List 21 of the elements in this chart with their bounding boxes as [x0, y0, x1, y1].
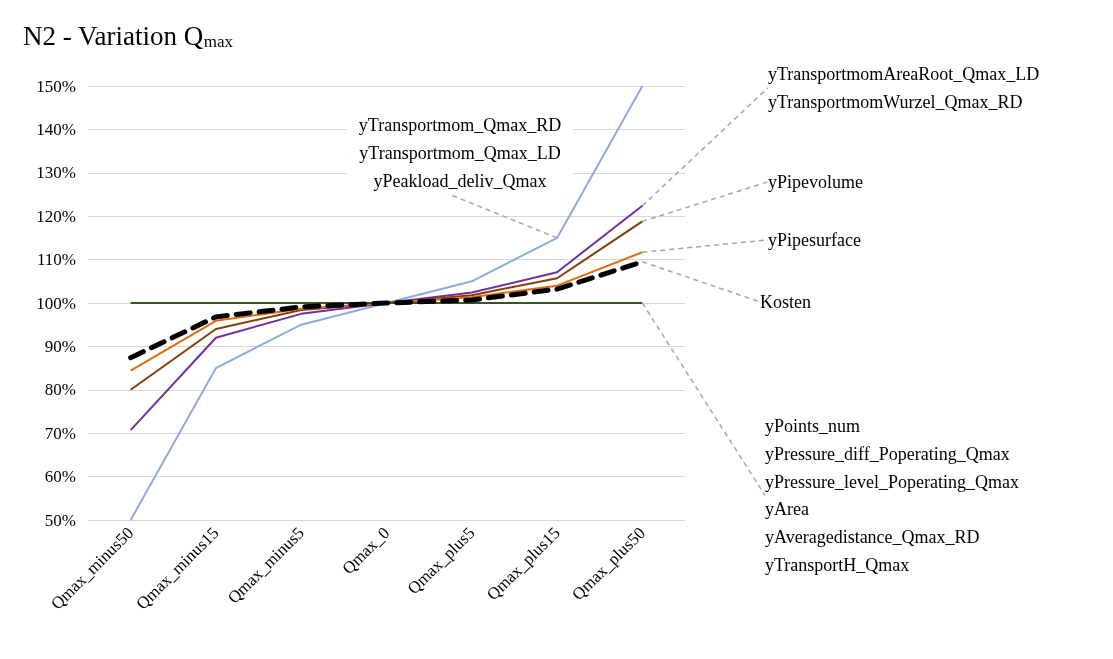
y-tick-label: 130% [36, 163, 76, 183]
text: yPoints_num yPressure_diff_Poperating_Qmax yPressure_level_Poperating_Qmax yArea yAveragedistance_Qmax_RD yTransportH_Qmax [765, 415, 1019, 575]
text: yTransportmomAreaRoot_Qmax_LD yTransportmomWurzel_Qmax_RD [768, 63, 1040, 112]
series-label: yTransportmom_Qmax_RD yTransportmom_Qmax_LD yPeakload_deliv_Qmax [358, 114, 562, 191]
line-series [129, 85, 644, 521]
y-tick-label: 60% [44, 467, 76, 487]
text: yPipesurface [768, 229, 861, 250]
y-tick-label: 50% [44, 510, 76, 530]
y-tick-label: 100% [36, 293, 76, 313]
y-tick-label: 120% [36, 206, 76, 226]
y-tick-label: 70% [44, 423, 76, 443]
y-tick-label: 150% [36, 76, 76, 96]
line-series [129, 220, 644, 391]
text: Kosten [760, 291, 811, 312]
chart-title: N2 - Variation Qmax [23, 20, 234, 51]
y-tick-label: 90% [44, 336, 76, 356]
y-tick-label: 80% [44, 380, 76, 400]
line-series [129, 204, 644, 432]
text: yPipevolume [768, 171, 863, 192]
y-tick-label: 110% [36, 250, 76, 270]
y-tick-label: 140% [36, 119, 76, 139]
